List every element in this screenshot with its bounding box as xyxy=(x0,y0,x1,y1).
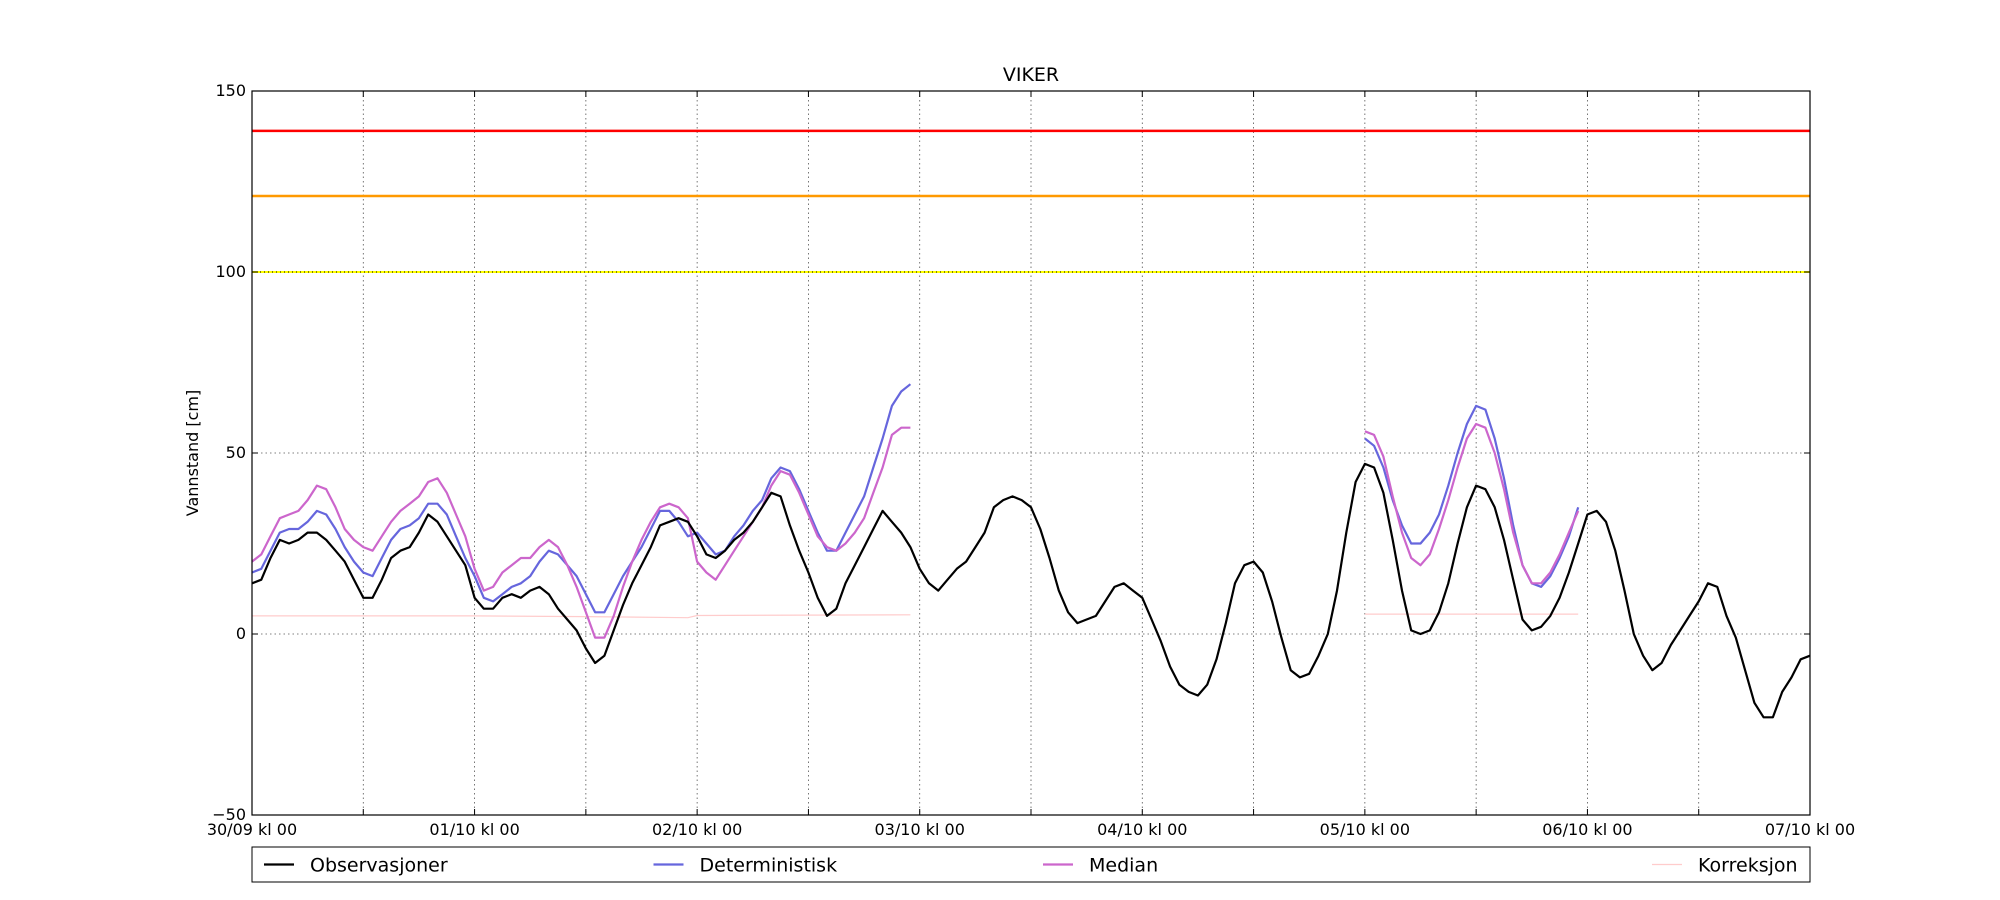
y-tick-label: 0 xyxy=(236,624,246,643)
legend-label-median: Median xyxy=(1089,855,1158,877)
x-tick-label: 30/09 kl 00 xyxy=(207,820,297,839)
x-tick-label: 03/10 kl 00 xyxy=(875,820,965,839)
legend: Observasjoner Deterministisk Median Korreks… xyxy=(252,847,1810,882)
legend-label-korreksjon: Korreksjon xyxy=(1698,855,1798,877)
series-line-korreksjon xyxy=(252,615,910,618)
series-line-deterministisk xyxy=(252,384,910,612)
grid xyxy=(252,91,1810,815)
y-tick-label: 150 xyxy=(215,81,246,100)
x-tick-label: 04/10 kl 00 xyxy=(1097,820,1187,839)
y-tick-label: 100 xyxy=(215,262,246,281)
y-tick-label: 50 xyxy=(226,443,246,462)
legend-label-observasjoner: Observasjoner xyxy=(310,855,448,877)
y-axis-label: Vannstand [cm] xyxy=(183,390,202,516)
series-line-median xyxy=(252,428,910,638)
chart-title: VIKER xyxy=(1003,64,1059,86)
legend-label-deterministisk: Deterministisk xyxy=(700,855,838,877)
x-tick-label: 06/10 kl 00 xyxy=(1542,820,1632,839)
x-tick-label: 07/10 kl 00 xyxy=(1765,820,1855,839)
legend-box xyxy=(252,847,1810,882)
x-tick-label: 01/10 kl 00 xyxy=(429,820,519,839)
x-tick-label: 02/10 kl 00 xyxy=(652,820,742,839)
reference-lines xyxy=(252,131,1810,272)
x-tick-label: 05/10 kl 00 xyxy=(1320,820,1410,839)
